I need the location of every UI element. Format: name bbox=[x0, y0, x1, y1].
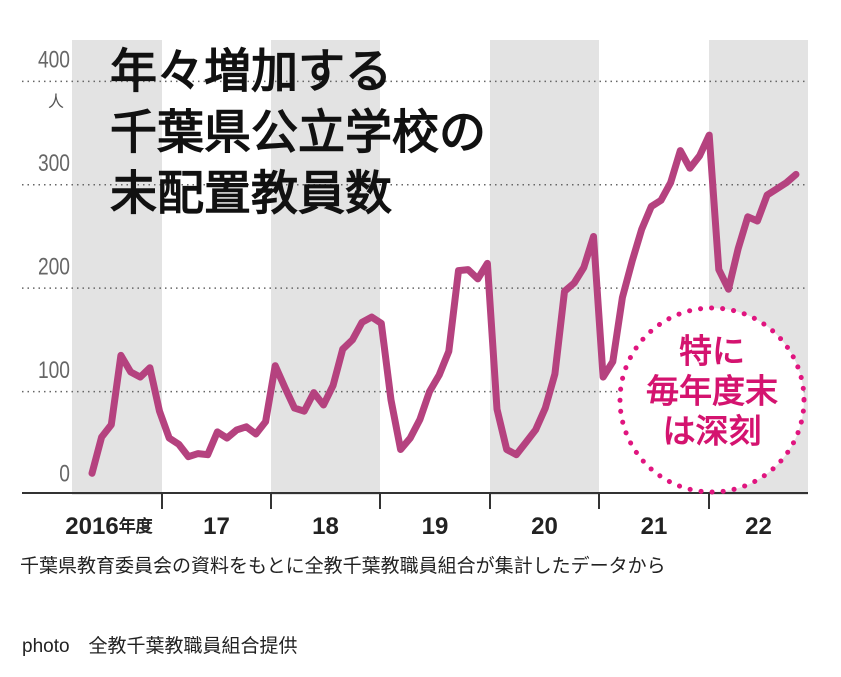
x-tick-label: 2016年度 bbox=[65, 513, 153, 540]
y-tick-label: 400 bbox=[38, 46, 70, 74]
year-band bbox=[72, 40, 162, 495]
unit-label: 人 bbox=[48, 93, 64, 111]
source-note: 千葉県教育委員会の資料をもとに全教千葉教職員組合が集計したデータから bbox=[20, 555, 666, 577]
chart-title: 年々増加する bbox=[110, 44, 392, 97]
data-line bbox=[88, 131, 800, 477]
y-tick-label: 0 bbox=[59, 459, 70, 487]
year-label: 18 bbox=[312, 513, 339, 540]
annotation-text: 毎年度末 bbox=[646, 373, 778, 410]
x-tick-label: 17 bbox=[203, 513, 230, 540]
year-label: 21 bbox=[641, 513, 668, 540]
year-label: 22 bbox=[745, 513, 772, 540]
x-tick-label: 20 bbox=[531, 513, 558, 540]
year-label: 2016 bbox=[65, 513, 118, 540]
x-tick-label: 19 bbox=[422, 513, 449, 540]
year-label: 17 bbox=[203, 513, 230, 540]
annotation-circle bbox=[617, 305, 807, 495]
photo-credit: photo 全教千葉教職員組合提供 bbox=[22, 635, 298, 657]
x-tick-label: 18 bbox=[312, 513, 339, 540]
chart-title: 千葉県公立学校の bbox=[110, 105, 486, 158]
y-tick-label: 300 bbox=[38, 149, 70, 177]
x-tick-label: 22 bbox=[745, 513, 772, 540]
year-suffix: 年度 bbox=[119, 516, 154, 536]
x-tick-label: 21 bbox=[641, 513, 668, 540]
chart-title: 未配置教員数 bbox=[110, 166, 392, 219]
year-label: 20 bbox=[531, 513, 558, 540]
annotation-text: は深刻 bbox=[663, 413, 762, 450]
y-tick-label: 100 bbox=[38, 356, 70, 384]
annotation-text: 特に bbox=[679, 333, 745, 370]
year-band bbox=[271, 40, 380, 495]
year-label: 19 bbox=[422, 513, 449, 540]
y-tick-label: 200 bbox=[38, 252, 70, 280]
